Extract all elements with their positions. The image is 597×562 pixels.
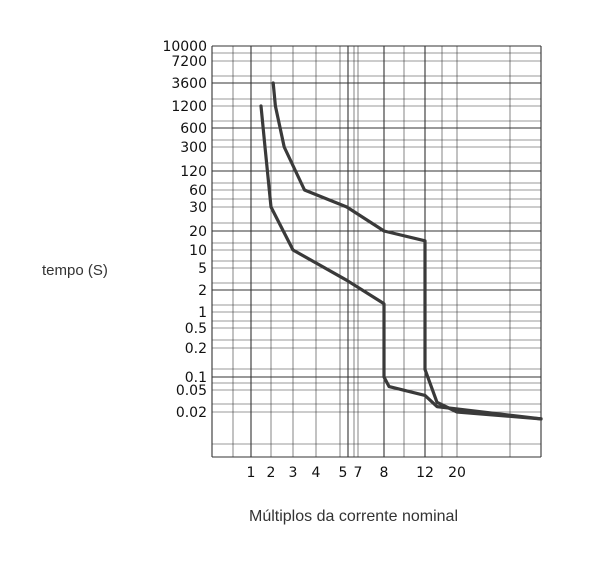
y-tick-label: 7200 xyxy=(171,54,207,70)
y-tick-label: 0.1 xyxy=(185,370,207,386)
y-tick-label: 300 xyxy=(180,140,207,156)
trip-curve-lower xyxy=(259,104,543,421)
y-tick-label: 5 xyxy=(198,261,207,277)
y-tick-label: 1200 xyxy=(171,99,207,115)
y-tick-label: 60 xyxy=(189,183,207,199)
y-tick-label: 10000 xyxy=(162,39,207,55)
x-tick-label: 3 xyxy=(289,465,298,481)
y-tick-label: 120 xyxy=(180,164,207,180)
trip-curves xyxy=(259,81,543,421)
y-axis-label: tempo (S) xyxy=(42,262,108,279)
x-tick-label: 8 xyxy=(380,465,389,481)
x-tick-label: 7 xyxy=(354,465,363,481)
y-tick-label: 0.2 xyxy=(185,341,207,357)
y-tick-label: 0.02 xyxy=(176,405,207,421)
x-axis-label: Múltiplos da corrente nominal xyxy=(249,508,458,525)
y-tick-label: 0.05 xyxy=(176,383,207,399)
trip-curve-upper xyxy=(271,81,543,421)
x-axis-tick-labels: 1 2 3 4 5 7 8 12 20 xyxy=(247,465,466,481)
x-tick-label: 12 xyxy=(416,465,434,481)
y-tick-label: 30 xyxy=(189,200,207,216)
y-tick-label: 600 xyxy=(180,121,207,137)
y-tick-label: 0.5 xyxy=(185,321,207,337)
x-tick-label: 2 xyxy=(267,465,276,481)
x-tick-label: 20 xyxy=(448,465,466,481)
x-tick-label: 1 xyxy=(247,465,256,481)
x-tick-label: 4 xyxy=(312,465,321,481)
y-tick-label: 2 xyxy=(198,283,207,299)
y-tick-label: 10 xyxy=(189,243,207,259)
y-tick-label: 1 xyxy=(198,305,207,321)
x-tick-label: 5 xyxy=(339,465,348,481)
y-tick-label: 3600 xyxy=(171,76,207,92)
y-tick-label: 20 xyxy=(189,224,207,240)
